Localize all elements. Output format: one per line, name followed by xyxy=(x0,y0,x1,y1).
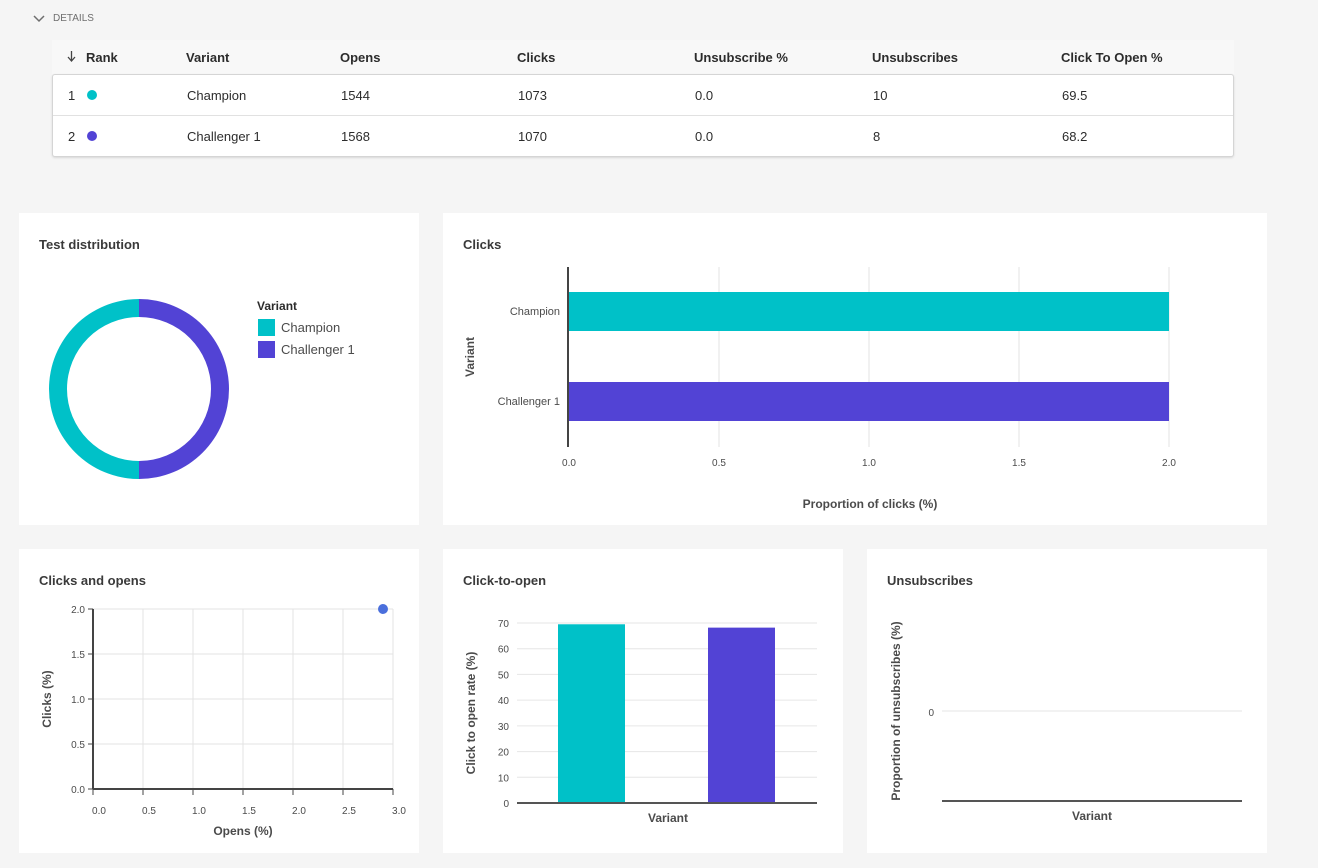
y-tick-label: 70 xyxy=(498,619,510,630)
card-title: Test distribution xyxy=(39,237,140,252)
test-distribution-card: Test distribution Variant Champion Challen… xyxy=(19,213,419,525)
card-title: Clicks xyxy=(463,237,502,252)
card-title: Clicks and opens xyxy=(39,573,146,588)
x-axis-label: Variant xyxy=(648,811,688,825)
clicks: 1073 xyxy=(518,87,547,103)
click-to-open-pct: 68.2 xyxy=(1062,128,1088,144)
scatter-point xyxy=(378,604,388,614)
y-tick-label: 10 xyxy=(498,773,510,784)
x-tick-label: 1.0 xyxy=(862,458,876,469)
opens: 1568 xyxy=(341,128,370,144)
y-tick-label: 40 xyxy=(498,696,510,707)
bar-champion xyxy=(558,624,625,803)
col-rank[interactable]: Rank xyxy=(86,49,118,65)
col-variant[interactable]: Variant xyxy=(186,49,230,65)
card-title: Unsubscribes xyxy=(887,573,973,588)
table-body: 1 Champion 1544 1073 0.0 10 69.5 2 Challe… xyxy=(52,74,1234,157)
table-header: Rank Variant Opens Clicks Unsubscribe % … xyxy=(52,40,1234,74)
unsubscribe-pct: 0.0 xyxy=(695,128,714,144)
click-to-open-chart: 0 10 20 30 40 50 60 70 Variant Click to open rate… xyxy=(464,619,817,825)
y-tick-label: 1.0 xyxy=(71,695,85,706)
variant-color-dot xyxy=(87,88,187,103)
y-tick-label: 2.0 xyxy=(71,605,85,616)
legend-swatch xyxy=(258,319,275,336)
y-tick-label: Challenger 1 xyxy=(498,396,560,408)
col-unsubscribes[interactable]: Unsubscribes xyxy=(872,49,958,65)
y-tick-label: 20 xyxy=(498,748,510,759)
legend-swatch xyxy=(258,341,275,358)
y-axis-label: Variant xyxy=(463,337,477,377)
y-tick-label: 0.0 xyxy=(71,785,85,796)
col-unsubscribe-pct[interactable]: Unsubscribe % xyxy=(694,49,788,65)
unsubscribes: 8 xyxy=(873,128,881,144)
legend-title: Variant xyxy=(257,299,297,313)
x-tick-label: 1.5 xyxy=(242,806,256,817)
variant-name: Challenger 1 xyxy=(187,128,261,144)
click-to-open-pct: 69.5 xyxy=(1062,87,1088,103)
y-axis-label: Clicks (%) xyxy=(40,670,54,727)
unsubscribes-chart: 0 Variant Proportion of unsubscribes (%) xyxy=(889,621,1242,823)
y-tick-label: Champion xyxy=(510,306,560,318)
x-tick-label: 2.0 xyxy=(292,806,306,817)
x-axis-label: Variant xyxy=(1072,809,1112,823)
table-row[interactable]: 1 Champion 1544 1073 0.0 10 69.5 xyxy=(53,75,1233,116)
variant-color-dot xyxy=(87,129,187,144)
clicks-and-opens-card: Clicks and opens 0.0 0.5 1.0 1.5 2.0 2.5 3.0 0.… xyxy=(19,549,419,853)
legend-label: Challenger 1 xyxy=(281,342,355,357)
sort-arrow-down-icon[interactable] xyxy=(52,50,86,65)
x-tick-label: 2.5 xyxy=(342,806,356,817)
y-tick-label: 60 xyxy=(498,645,510,656)
x-tick-label: 2.0 xyxy=(1162,458,1176,469)
card-title: Click-to-open xyxy=(463,573,547,588)
rank: 2 xyxy=(68,128,76,144)
clicks-and-opens-chart: 0.0 0.5 1.0 1.5 2.0 2.5 3.0 0.0 0.5 1.0 1.5 2.0 Open… xyxy=(40,604,406,838)
y-tick-label: 0 xyxy=(928,708,934,719)
details-toggle[interactable]: DETAILS xyxy=(33,13,94,24)
y-tick-label: 1.5 xyxy=(71,650,85,661)
unsubscribes-card: Unsubscribes 0 Variant Proportion of unsub… xyxy=(867,549,1267,853)
col-click-to-open[interactable]: Click To Open % xyxy=(1061,49,1163,65)
x-axis-label: Opens (%) xyxy=(213,824,272,838)
col-clicks[interactable]: Clicks xyxy=(517,49,556,65)
bar-challenger xyxy=(569,382,1169,421)
opens: 1544 xyxy=(341,87,370,103)
y-tick-label: 50 xyxy=(498,670,510,681)
y-tick-label: 0.5 xyxy=(71,740,85,751)
x-axis-label: Proportion of clicks (%) xyxy=(803,497,938,511)
variants-table: Rank Variant Opens Clicks Unsubscribe % … xyxy=(52,40,1234,157)
y-axis-label: Click to open rate (%) xyxy=(464,652,478,775)
table-row[interactable]: 2 Challenger 1 1568 1070 0.0 8 68.2 xyxy=(53,116,1233,156)
clicks: 1070 xyxy=(518,128,547,144)
bar-challenger xyxy=(708,627,775,803)
col-opens[interactable]: Opens xyxy=(340,49,381,65)
y-tick-label: 0 xyxy=(503,799,509,810)
details-label: DETAILS xyxy=(53,13,94,24)
clicks-card: Clicks 0.0 0.5 1.0 1.5 2.0 Champion Challenger… xyxy=(443,213,1267,525)
clicks-chart: 0.0 0.5 1.0 1.5 2.0 Champion Challenger 1 Propo… xyxy=(463,267,1176,511)
donut-slice-challenger xyxy=(139,299,229,479)
x-tick-label: 3.0 xyxy=(392,806,406,817)
bar-champion xyxy=(569,292,1169,331)
donut-slice-champion xyxy=(49,299,139,479)
x-tick-label: 1.0 xyxy=(192,806,206,817)
unsubscribes: 10 xyxy=(873,87,888,103)
test-distribution-chart: Variant Champion Challenger 1 xyxy=(49,299,355,479)
x-tick-label: 0.0 xyxy=(92,806,106,817)
legend-label: Champion xyxy=(281,320,340,335)
chevron-down-icon xyxy=(33,14,45,22)
y-axis-label: Proportion of unsubscribes (%) xyxy=(889,621,903,800)
x-tick-label: 0.5 xyxy=(712,458,726,469)
variant-name: Champion xyxy=(187,87,247,103)
rank: 1 xyxy=(68,87,76,103)
y-tick-label: 30 xyxy=(498,722,510,733)
unsubscribe-pct: 0.0 xyxy=(695,87,714,103)
x-tick-label: 0.5 xyxy=(142,806,156,817)
x-tick-label: 0.0 xyxy=(562,458,576,469)
click-to-open-card: Click-to-open 0 10 20 30 40 50 60 70 Variant Clic… xyxy=(443,549,843,853)
x-tick-label: 1.5 xyxy=(1012,458,1026,469)
